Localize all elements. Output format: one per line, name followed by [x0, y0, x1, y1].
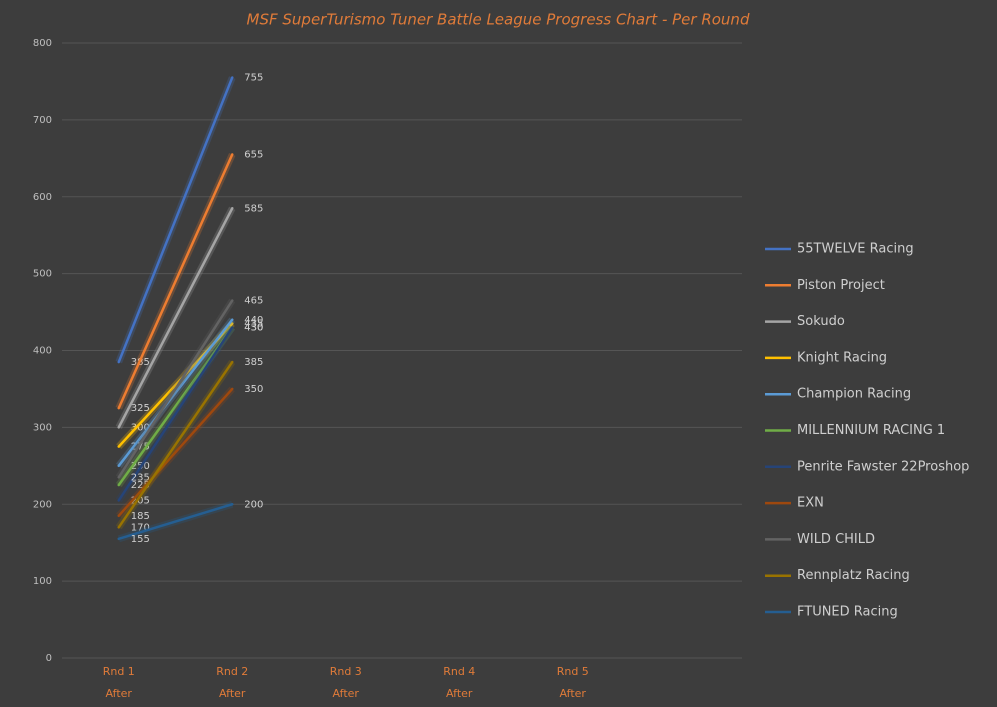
data-label: 465 — [244, 296, 263, 307]
data-label: 385 — [244, 357, 263, 368]
data-label: 430 — [244, 322, 263, 333]
series-line — [117, 326, 234, 487]
legend-label: Sokudo — [797, 314, 845, 329]
x-tick-label: Rnd 2 — [216, 665, 248, 678]
legend-label: Piston Project — [797, 278, 885, 293]
x-tick-label: Rnd 1 — [103, 665, 135, 678]
data-label: 585 — [244, 203, 263, 214]
y-tick-label: 800 — [33, 38, 52, 49]
y-tick-label: 700 — [33, 115, 52, 126]
legend-label: WILD CHILD — [797, 532, 875, 547]
data-label: 185 — [131, 511, 150, 522]
x-tick-label: Rnd 5 — [557, 665, 589, 678]
legend-label: Champion Racing — [797, 387, 911, 402]
series-line — [117, 207, 234, 429]
data-label: 235 — [131, 472, 150, 483]
series-line — [117, 387, 234, 518]
series-line — [117, 318, 234, 468]
data-label: 225 — [131, 480, 150, 491]
legend-label: 55TWELVE Racing — [797, 242, 914, 257]
data-label: 275 — [131, 442, 150, 453]
data-label: 755 — [244, 73, 263, 84]
legend-label: EXN — [797, 496, 824, 511]
legend-label: Knight Racing — [797, 350, 887, 365]
x-tick-label: After — [446, 687, 473, 700]
series-line — [117, 360, 234, 529]
data-label: 300 — [131, 422, 150, 433]
legend-label: Penrite Fawster 22Proshop — [797, 459, 969, 474]
y-tick-label: 200 — [33, 499, 52, 510]
legend-label: FTUNED Racing — [797, 605, 898, 620]
y-tick-label: 500 — [33, 269, 52, 280]
data-label: 430 — [244, 322, 263, 333]
series-line — [117, 503, 234, 541]
data-label: 435 — [244, 319, 263, 330]
data-label: 155 — [131, 534, 150, 545]
y-tick-label: 100 — [33, 576, 52, 587]
series-line — [117, 326, 234, 502]
y-tick-label: 0 — [46, 653, 52, 664]
series-line — [117, 153, 234, 410]
x-tick-label: Rnd 4 — [443, 665, 475, 678]
legend-label: Rennplatz Racing — [797, 568, 910, 583]
data-label: 205 — [131, 495, 150, 506]
x-tick-label: Rnd 3 — [330, 665, 362, 678]
legend-label: MILLENNIUM RACING 1 — [797, 423, 945, 438]
data-label: 200 — [244, 499, 263, 510]
y-tick-label: 400 — [33, 346, 52, 357]
data-label: 170 — [131, 522, 150, 533]
y-tick-label: 600 — [33, 192, 52, 203]
data-label: 325 — [131, 403, 150, 414]
x-tick-label: After — [333, 687, 360, 700]
data-label: 440 — [244, 315, 263, 326]
x-tick-label: After — [106, 687, 133, 700]
x-tick-label: After — [560, 687, 587, 700]
data-label: 655 — [244, 149, 263, 160]
data-label: 350 — [244, 384, 263, 395]
x-tick-label: After — [219, 687, 246, 700]
chart-title: MSF SuperTurismo Tuner Battle League Pro… — [247, 11, 750, 29]
series-line — [117, 299, 234, 479]
y-tick-label: 300 — [33, 422, 52, 433]
series-line — [117, 76, 234, 364]
